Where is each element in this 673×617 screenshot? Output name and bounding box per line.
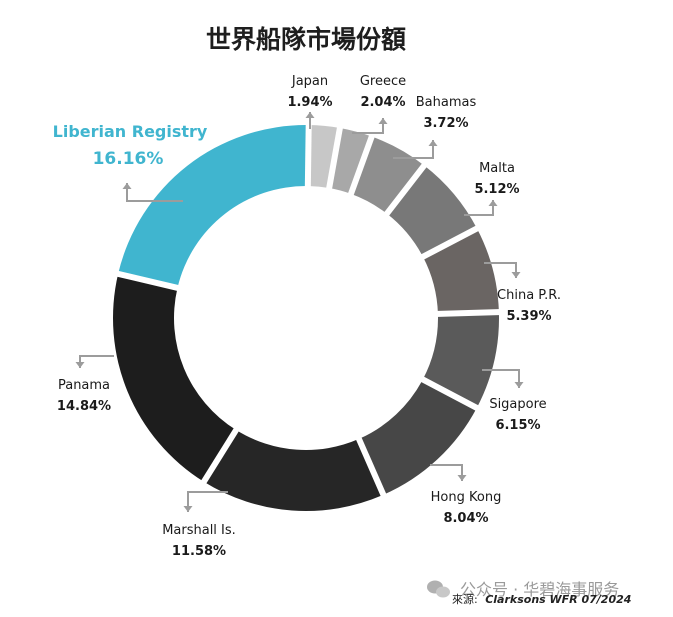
label-value-malta: 5.12% <box>474 182 519 197</box>
label-value-marshall-is: 11.58% <box>172 544 226 559</box>
source-text: Clarksons WFR 07/2024 <box>485 593 631 606</box>
label-value-greece: 2.04% <box>360 95 405 110</box>
leader-malta <box>464 200 494 216</box>
slice-separator <box>418 224 482 261</box>
chart-title: 世界船隊市場份額 <box>206 25 406 54</box>
label-name-malta: Malta <box>479 161 515 176</box>
slice-separator <box>114 270 182 292</box>
label-value-japan: 1.94% <box>287 95 332 110</box>
arrowhead-marshall-is <box>183 506 193 512</box>
slice-bahamas <box>350 136 425 214</box>
label-name-china-p-r: China P.R. <box>497 288 561 303</box>
arrowhead-liberian-registry <box>122 183 132 189</box>
leader-panama <box>79 355 114 368</box>
slice-panama <box>112 273 237 482</box>
label-value-bahamas: 3.72% <box>423 116 468 131</box>
slice-separator <box>325 124 344 192</box>
label-name-marshall-is: Marshall Is. <box>162 523 236 538</box>
watermark: 公众号 · 华碧海事服务 <box>427 580 619 599</box>
leader-marshall-is <box>187 491 228 512</box>
label-value-china-p-r: 5.39% <box>506 309 551 324</box>
slice-separator <box>382 161 429 218</box>
slice-labels: Japan 1.94% Greece 2.04% Bahamas 3.72% Malta 5.… <box>53 74 561 559</box>
label-name-sigapore: Sigapore <box>489 397 546 412</box>
slice-sigapore <box>422 312 499 408</box>
slice-liberian-registry <box>118 124 309 288</box>
leader-lines <box>75 112 524 512</box>
label-name-japan: Japan <box>291 74 328 89</box>
leader-hong-kong <box>430 464 463 481</box>
arrowhead-china-p-r <box>511 272 521 278</box>
donut-slices <box>112 121 502 511</box>
slice-separator <box>199 425 241 486</box>
arrowhead-malta <box>488 200 498 206</box>
arrowhead-bahamas <box>428 140 438 146</box>
leader-greece <box>352 118 384 134</box>
slice-marshall-is <box>203 429 384 511</box>
source-prefix: 來源: <box>452 592 478 606</box>
label-value-hong-kong: 8.04% <box>443 511 488 526</box>
arrowhead-japan <box>305 112 315 118</box>
label-name-liberian-registry: Liberian Registry <box>53 122 208 141</box>
arrowhead-hong-kong <box>457 475 467 481</box>
wechat-icon <box>427 580 450 598</box>
arrowhead-greece <box>378 118 388 124</box>
arrowhead-sigapore <box>514 382 524 388</box>
arrowhead-panama <box>75 362 85 368</box>
label-value-sigapore: 6.15% <box>495 418 540 433</box>
label-value-liberian-registry: 16.16% <box>93 149 164 169</box>
slice-separator <box>354 434 388 499</box>
label-value-panama: 14.84% <box>57 399 111 414</box>
slice-separator <box>347 132 376 198</box>
label-name-hong-kong: Hong Kong <box>431 490 502 505</box>
label-name-bahamas: Bahamas <box>416 95 477 110</box>
slice-separator <box>434 308 502 318</box>
label-name-greece: Greece <box>360 74 406 89</box>
slice-hong-kong <box>358 379 477 495</box>
slice-separator <box>418 375 481 412</box>
watermark-text: 公众号 · 华碧海事服务 <box>460 580 619 599</box>
slice-separator <box>304 121 312 190</box>
label-name-panama: Panama <box>58 378 110 393</box>
source-note: 來源: Clarksons WFR 07/2024 <box>452 592 631 606</box>
